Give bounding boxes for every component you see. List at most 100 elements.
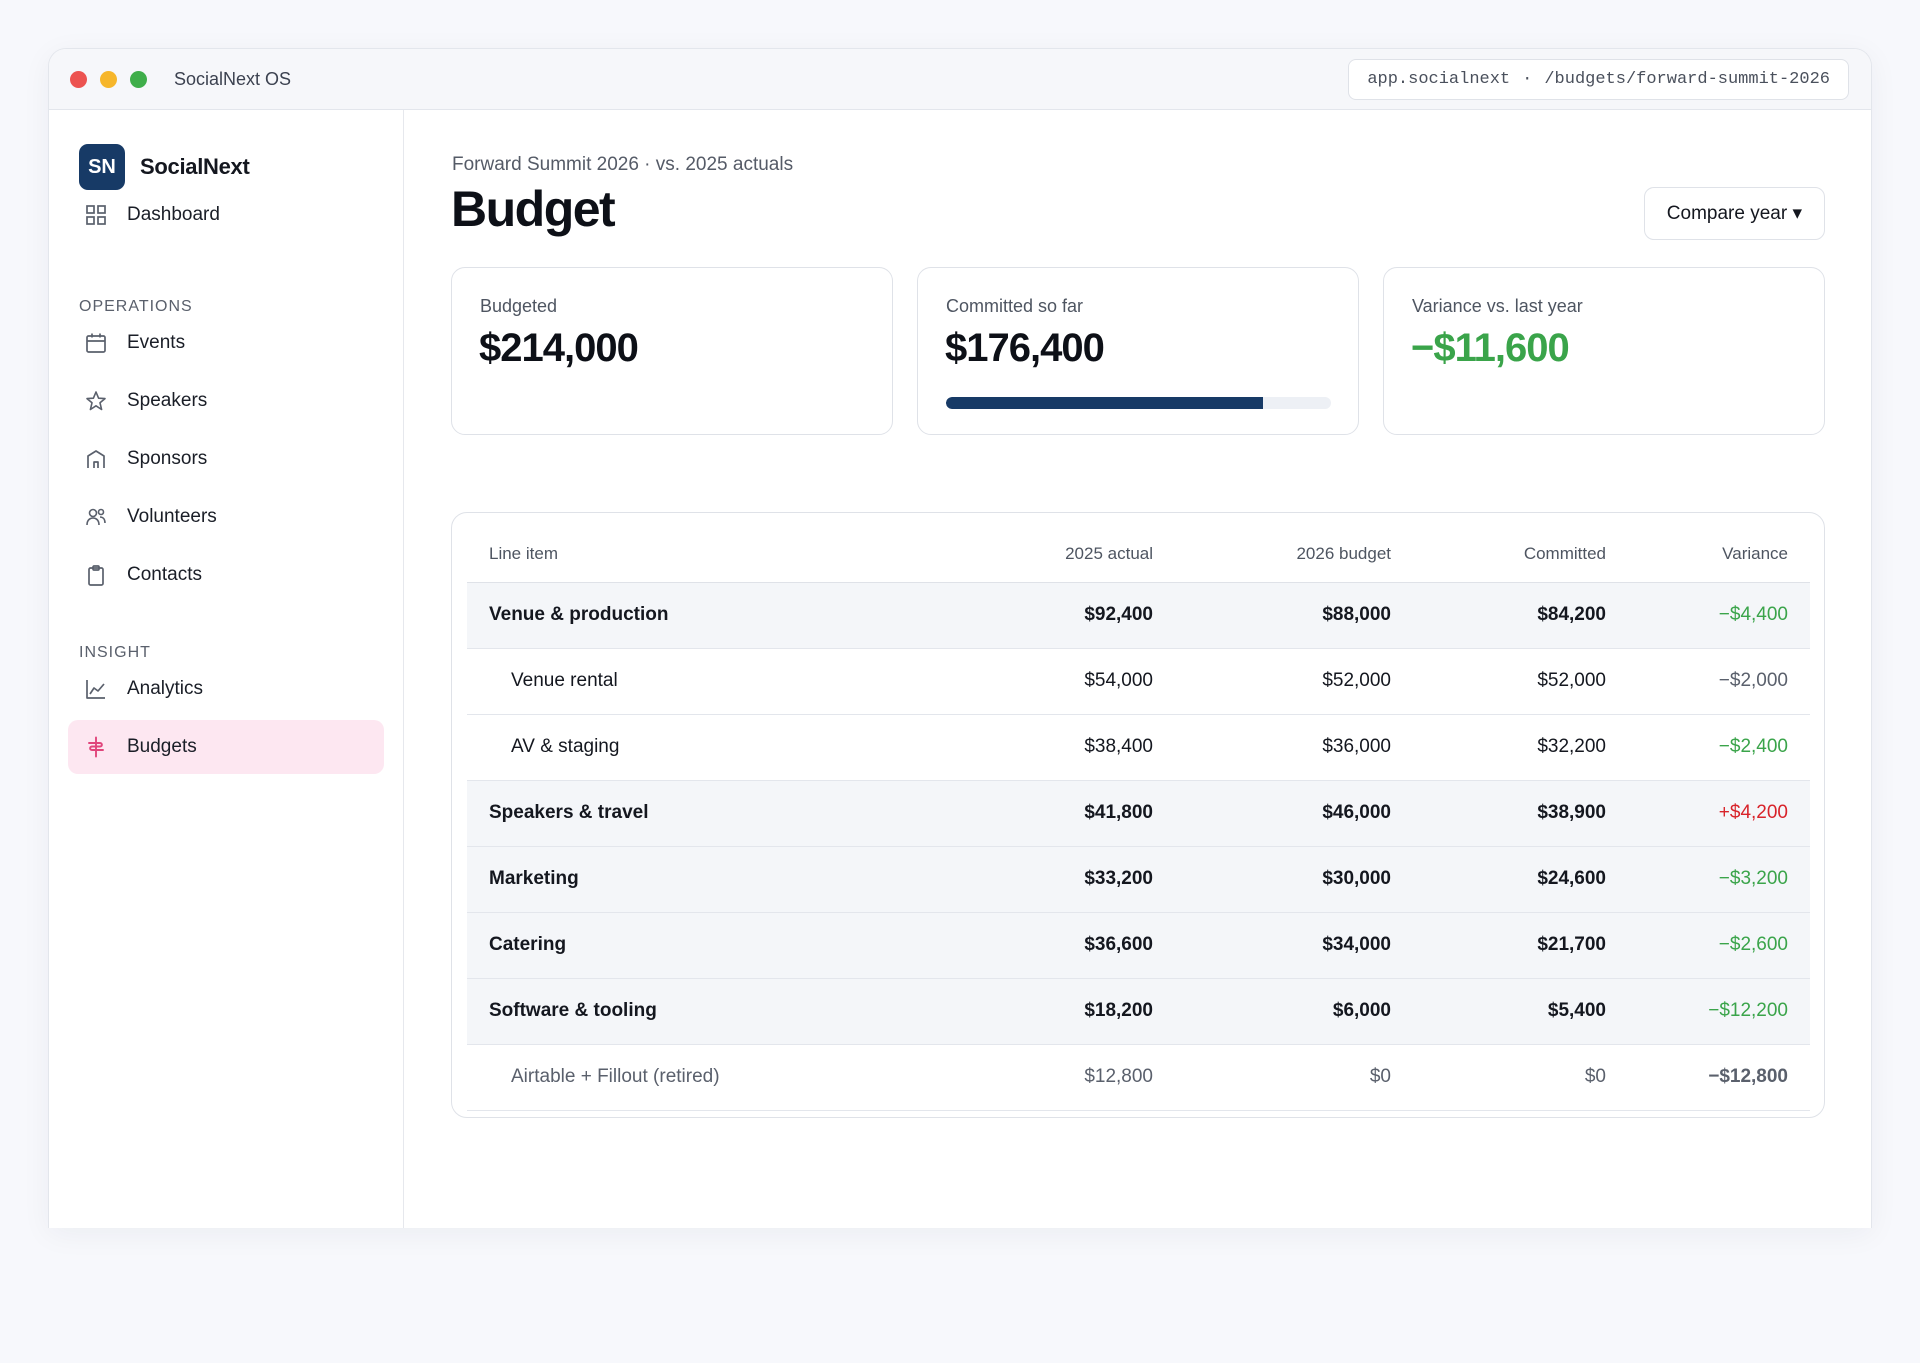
table-row[interactable]: Marketing $33,200 $30,000 $24,600 −$3,20… [467, 846, 1810, 913]
breadcrumb: Forward Summit 2026 · vs. 2025 actuals [452, 154, 794, 175]
sidebar-item-budgets[interactable]: Budgets [68, 720, 384, 774]
kpi-label: Budgeted [480, 296, 558, 316]
committed-cell: $84,200 [1391, 582, 1606, 649]
column-header-2026-budget[interactable]: 2026 budget [1153, 527, 1391, 583]
variance-cell: +$4,200 [1606, 780, 1810, 847]
kpi-value: $176,400 [945, 326, 1105, 370]
table-row[interactable]: Venue rental $54,000 $52,000 $52,000 −$2… [467, 648, 1810, 715]
kpi-label: Committed so far [946, 296, 1084, 316]
committed-progress-fill [946, 397, 1264, 409]
sidebar-item-sponsors[interactable]: Sponsors [68, 432, 384, 486]
variance-cell: −$2,600 [1606, 912, 1810, 979]
committed-cell: $24,600 [1391, 846, 1606, 913]
table-row[interactable]: Catering $36,600 $34,000 $21,700 −$2,600 [467, 912, 1810, 979]
actual-2025-cell: $54,000 [943, 648, 1153, 715]
table-row[interactable]: Airtable + Fillout (retired) $12,800 $0 … [467, 1044, 1810, 1111]
line-item-cell: Airtable + Fillout (retired) [467, 1044, 943, 1111]
budget-2026-cell: $30,000 [1153, 846, 1391, 913]
sidebar-item-label: Budgets [127, 736, 197, 757]
column-header-line-item[interactable]: Line item [467, 527, 943, 583]
brand-name: SocialNext [140, 154, 250, 179]
actual-2025-cell: $36,600 [943, 912, 1153, 979]
sidebar-item-volunteers[interactable]: Volunteers [68, 490, 384, 544]
line-item-cell: Software & tooling [467, 978, 943, 1045]
calendar-icon [83, 330, 109, 356]
line-item-cell: Marketing [467, 846, 943, 913]
sidebar-item-label: Dashboard [127, 204, 220, 225]
column-header-variance[interactable]: Variance [1606, 527, 1810, 583]
sidebar: SN SocialNext Dashboard OPERATIONS Event… [49, 110, 404, 1228]
kpi-card-budgeted: Budgeted $214,000 [451, 267, 893, 435]
actual-2025-cell: $38,400 [943, 714, 1153, 781]
kpi-value: −$11,600 [1411, 326, 1570, 370]
budget-table: Line item 2025 actual 2026 budget Commit… [467, 527, 1810, 1111]
table-row[interactable]: AV & staging $38,400 $36,000 $32,200 −$2… [467, 714, 1810, 781]
sidebar-item-label: Sponsors [127, 448, 208, 469]
variance-cell: −$2,400 [1606, 714, 1810, 781]
sidebar-item-contacts[interactable]: Contacts [68, 548, 384, 602]
main-content: Forward Summit 2026 · vs. 2025 actuals B… [405, 110, 1871, 1228]
clipboard-icon [83, 562, 109, 588]
table-row[interactable]: Software & tooling $18,200 $6,000 $5,400… [467, 978, 1810, 1045]
sidebar-item-label: Volunteers [127, 506, 217, 527]
line-item-cell: AV & staging [467, 714, 943, 781]
actual-2025-cell: $18,200 [943, 978, 1153, 1045]
kpi-card-variance: Variance vs. last year −$11,600 [1383, 267, 1825, 435]
budget-2026-cell: $88,000 [1153, 582, 1391, 649]
line-item-cell: Speakers & travel [467, 780, 943, 847]
minimize-window-button[interactable] [100, 71, 117, 88]
sidebar-item-analytics[interactable]: Analytics [68, 662, 384, 716]
variance-cell: −$12,800 [1606, 1044, 1810, 1111]
kpi-card-committed: Committed so far $176,400 [917, 267, 1359, 435]
compare-year-button[interactable]: Compare year ▾ [1643, 187, 1825, 240]
table-row[interactable]: Speakers & travel $41,800 $46,000 $38,90… [467, 780, 1810, 847]
building-icon [83, 446, 109, 472]
app-title: SocialNext OS [174, 69, 292, 89]
column-header-2025-actual[interactable]: 2025 actual [943, 527, 1153, 583]
page-title: Budget [451, 181, 616, 237]
sidebar-item-label: Analytics [127, 678, 204, 699]
brand[interactable]: SN SocialNext [79, 144, 250, 190]
actual-2025-cell: $33,200 [943, 846, 1153, 913]
budget-2026-cell: $36,000 [1153, 714, 1391, 781]
line-chart-icon [83, 676, 109, 702]
line-item-cell: Venue rental [467, 648, 943, 715]
close-window-button[interactable] [70, 71, 87, 88]
budget-2026-cell: $0 [1153, 1044, 1391, 1111]
actual-2025-cell: $41,800 [943, 780, 1153, 847]
table-header-row: Line item 2025 actual 2026 budget Commit… [467, 527, 1810, 583]
actual-2025-cell: $92,400 [943, 582, 1153, 649]
sidebar-item-label: Events [127, 332, 186, 353]
brand-logo: SN [79, 144, 125, 190]
sidebar-item-events[interactable]: Events [68, 316, 384, 370]
table-row[interactable]: Venue & production $92,400 $88,000 $84,2… [467, 582, 1810, 649]
users-icon [83, 504, 109, 530]
line-item-cell: Venue & production [467, 582, 943, 649]
committed-cell: $21,700 [1391, 912, 1606, 979]
variance-cell: −$2,000 [1606, 648, 1810, 715]
sidebar-item-speakers[interactable]: Speakers [68, 374, 384, 428]
address-separator: · [1522, 70, 1533, 89]
sidebar-item-label: Contacts [127, 564, 202, 585]
budget-2026-cell: $46,000 [1153, 780, 1391, 847]
sidebar-item-label: Speakers [127, 390, 208, 411]
kpi-row: Budgeted $214,000 Committed so far $176,… [451, 267, 1825, 435]
committed-cell: $52,000 [1391, 648, 1606, 715]
actual-2025-cell: $12,800 [943, 1044, 1153, 1111]
section-label-operations: OPERATIONS [79, 298, 193, 315]
sidebar-item-dashboard[interactable]: Dashboard [68, 188, 384, 242]
budget-icon [83, 734, 109, 760]
address-bar[interactable]: app.socialnext · /budgets/forward-summit-2… [1348, 59, 1849, 100]
budget-2026-cell: $34,000 [1153, 912, 1391, 979]
address-host: app.socialnext [1367, 70, 1511, 89]
variance-cell: −$12,200 [1606, 978, 1810, 1045]
variance-cell: −$3,200 [1606, 846, 1810, 913]
maximize-window-button[interactable] [130, 71, 147, 88]
kpi-label: Variance vs. last year [1412, 296, 1583, 316]
committed-cell: $32,200 [1391, 714, 1606, 781]
kpi-value: $214,000 [479, 326, 639, 370]
column-header-committed[interactable]: Committed [1391, 527, 1606, 583]
committed-cell: $5,400 [1391, 978, 1606, 1045]
budget-2026-cell: $6,000 [1153, 978, 1391, 1045]
line-item-cell: Catering [467, 912, 943, 979]
